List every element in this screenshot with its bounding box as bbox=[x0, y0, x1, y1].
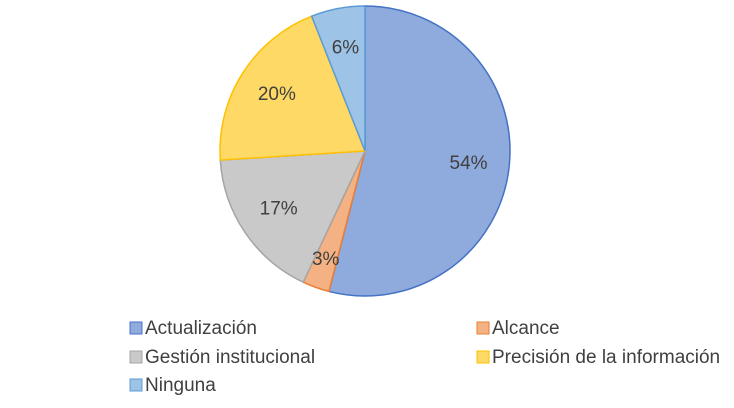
data-label: 17% bbox=[260, 199, 298, 220]
data-label: 54% bbox=[450, 153, 488, 174]
legend-label: Alcance bbox=[492, 318, 560, 339]
pie-slice bbox=[219, 150, 367, 284]
legend-label: Ninguna bbox=[145, 375, 216, 396]
legend-label: Gestión institucional bbox=[145, 347, 315, 368]
pie-slice bbox=[310, 5, 366, 152]
pie-slice bbox=[219, 15, 367, 161]
data-label: 6% bbox=[332, 37, 360, 58]
legend-label: Actualización bbox=[145, 318, 257, 339]
data-label: 20% bbox=[258, 84, 296, 105]
data-label: 3% bbox=[312, 249, 340, 270]
legend-swatch bbox=[129, 378, 143, 392]
pie-slice bbox=[328, 5, 511, 297]
legend-swatch bbox=[476, 350, 490, 364]
legend-label: Precisión de la información bbox=[492, 347, 720, 368]
legend-swatch bbox=[129, 350, 143, 364]
legend-swatch bbox=[476, 321, 490, 335]
legend-swatch bbox=[129, 321, 143, 335]
